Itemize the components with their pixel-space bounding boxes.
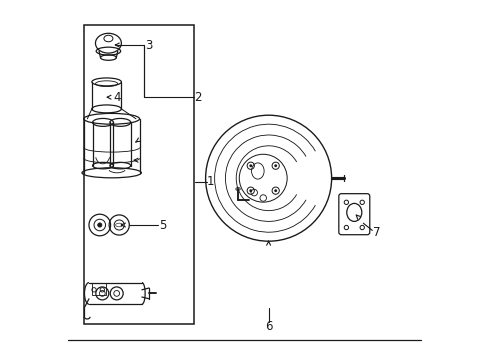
Text: 2: 2 [194,91,201,104]
Circle shape [274,164,277,167]
Circle shape [274,189,277,192]
Circle shape [249,164,252,167]
Text: 7: 7 [372,226,380,239]
Bar [84,25,194,324]
Text: 3: 3 [145,39,152,51]
Text: 4: 4 [113,91,120,104]
Text: 5: 5 [159,219,166,231]
Circle shape [98,223,102,227]
Text: 1: 1 [206,175,214,188]
Text: 6: 6 [264,320,272,333]
Bar [91,283,106,295]
Circle shape [249,189,252,192]
